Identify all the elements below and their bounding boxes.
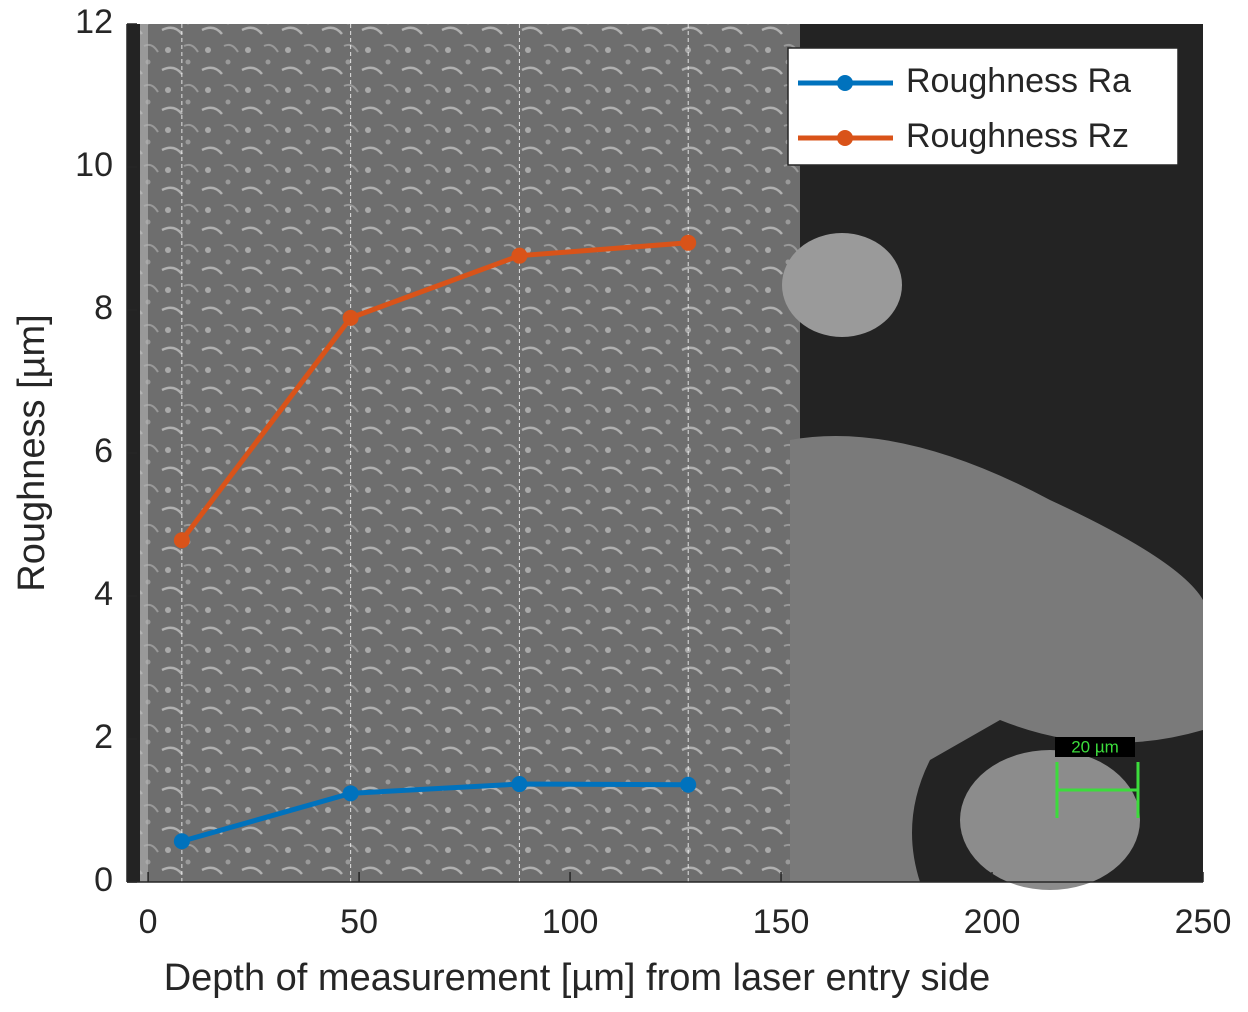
x-tick-label: 50 (340, 903, 378, 941)
page: {"chart_data": {"type": "line", "xlabel"… (0, 0, 1248, 1012)
data-point (511, 776, 527, 792)
y-tick-label: 8 (94, 289, 113, 327)
x-tick-label: 100 (542, 903, 599, 941)
legend-marker (837, 75, 853, 91)
x-tick-label: 0 (139, 903, 158, 941)
data-point (680, 235, 696, 251)
y-tick-label: 4 (94, 575, 113, 613)
x-tick-label: 200 (964, 903, 1021, 941)
data-point (680, 777, 696, 793)
y-tick-label: 0 (94, 861, 113, 899)
legend-label: Roughness Rz (906, 117, 1129, 155)
data-point (343, 785, 359, 801)
x-tick-label: 150 (753, 903, 810, 941)
x-axis-title: Depth of measurement [µm] from laser ent… (164, 957, 991, 999)
data-point (174, 532, 190, 548)
legend-marker (837, 130, 853, 146)
data-point (174, 833, 190, 849)
y-tick-label: 12 (75, 3, 113, 41)
chart: Depth of measurement [µm] from laser ent… (0, 0, 1248, 1012)
legend: Roughness Ra Roughness Rz (788, 48, 1178, 165)
scale-bar-label: 20 µm (1071, 737, 1119, 756)
data-point (343, 310, 359, 326)
legend-label: Roughness Ra (906, 62, 1131, 100)
y-axis-title: Roughness [µm] (11, 314, 53, 591)
x-tick-label: 250 (1175, 903, 1232, 941)
data-point (511, 248, 527, 264)
y-tick-label: 10 (75, 146, 113, 184)
y-tick-label: 6 (94, 432, 113, 470)
y-tick-label: 2 (94, 718, 113, 756)
